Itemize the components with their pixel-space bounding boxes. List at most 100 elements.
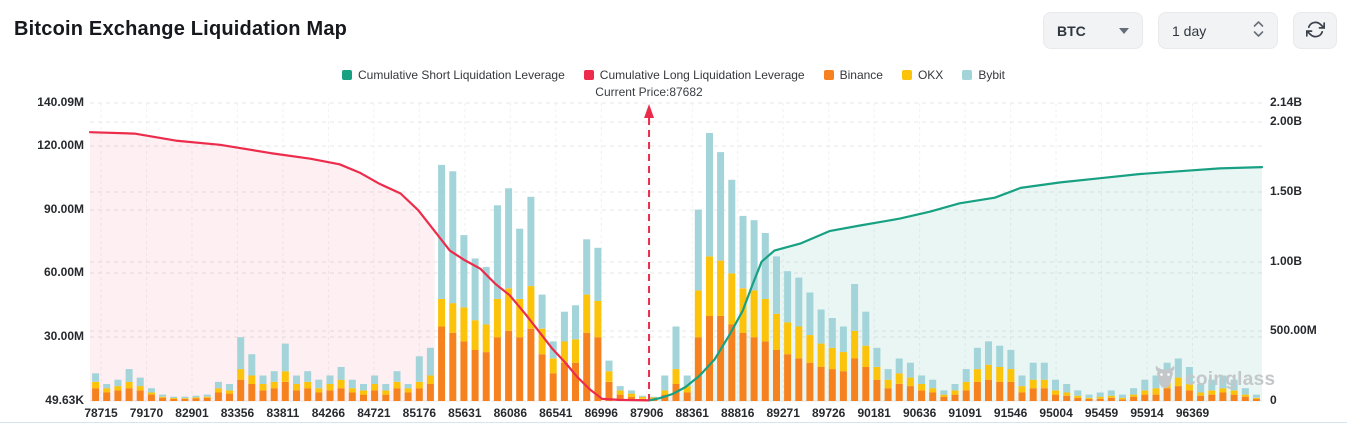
bar-segment-okx <box>248 375 256 384</box>
bar-segment-bybit <box>828 318 836 348</box>
bar-segment-binance <box>549 373 557 401</box>
bar-segment-binance <box>438 326 446 401</box>
bar-segment-okx <box>572 339 579 363</box>
bar-segment-binance <box>918 390 926 401</box>
bar-segment-okx <box>1163 379 1171 389</box>
y-axis-tick-right: 1.50B <box>1270 184 1303 199</box>
bar-segment-binance <box>839 371 847 401</box>
legend-label: Cumulative Long Liquidation Leverage <box>599 68 805 82</box>
legend-item-okx[interactable]: OKX <box>901 68 943 82</box>
bar-segment-bybit <box>348 379 356 389</box>
bar-segment-bybit <box>951 384 959 391</box>
bar-segment-bybit <box>560 311 568 342</box>
bar-segment-bybit <box>293 375 300 384</box>
bar-segment-bybit <box>594 247 602 301</box>
bar-segment-bybit <box>281 343 289 372</box>
legend-item-cumulative-short-liquidation-leverage[interactable]: Cumulative Short Liquidation Leverage <box>341 68 565 82</box>
legend-item-binance[interactable]: Binance <box>823 68 883 82</box>
bar-segment-okx <box>449 303 457 333</box>
bar-segment-bybit <box>962 369 970 382</box>
bar-segment-okx <box>795 326 803 359</box>
bar-segment-okx <box>583 294 591 333</box>
bar-segment-binance <box>784 354 792 401</box>
bar-segment-okx <box>326 384 334 391</box>
bar-segment-binance <box>1074 397 1082 401</box>
bar-segment-binance <box>1230 394 1238 401</box>
bar-segment-binance <box>1174 386 1182 401</box>
symbol-select[interactable]: BTC <box>1043 12 1143 49</box>
bar-segment-bybit <box>1208 379 1216 391</box>
bar-segment-okx <box>1119 397 1126 400</box>
y-axis-tick-left: 30.00M <box>43 329 84 344</box>
bar-segment-okx <box>1185 384 1193 391</box>
bar-segment-binance <box>906 386 914 401</box>
bar-segment-binance <box>940 396 948 401</box>
bar-segment-bybit <box>315 379 323 389</box>
bar-segment-binance <box>259 390 267 401</box>
bar-segment-bybit <box>449 171 457 304</box>
bar-segment-okx <box>1130 394 1138 397</box>
x-axis-tick: 88816 <box>721 406 755 420</box>
bar-segment-okx <box>985 364 992 380</box>
bar-segment-bybit <box>1085 394 1093 398</box>
bar-segment-okx <box>538 328 546 355</box>
bar-segment-okx <box>270 381 278 389</box>
bar-segment-binance <box>371 390 379 401</box>
bar-segment-okx <box>181 398 189 399</box>
x-axis-tick: 83811 <box>266 406 300 420</box>
bar-segment-bybit <box>1252 394 1260 398</box>
bar-segment-okx <box>639 396 646 399</box>
bar-segment-bybit <box>147 388 155 393</box>
x-axis-tick: 82901 <box>175 406 209 420</box>
refresh-icon <box>1305 20 1325 42</box>
bar-segment-binance <box>360 394 367 401</box>
x-axis-tick: 91091 <box>948 406 982 420</box>
bar-segment-bybit <box>527 196 535 287</box>
y-axis-tick-left: 49.63K <box>45 392 84 407</box>
bar-segment-okx <box>460 307 468 342</box>
bar-segment-bybit <box>248 354 256 376</box>
x-axis-tick: 90181 <box>857 406 891 420</box>
bar-segment-binance <box>795 358 803 401</box>
bar-segment-okx <box>650 397 658 400</box>
bar-segment-okx <box>873 367 881 380</box>
bar-segment-okx <box>192 397 200 399</box>
bar-segment-bybit <box>259 375 267 384</box>
interval-select[interactable]: 1 day <box>1158 12 1278 49</box>
bar-segment-okx <box>136 386 144 391</box>
bar-segment-bybit <box>438 164 446 299</box>
bar-segment-binance <box>237 379 245 401</box>
bar-segment-okx <box>996 367 1004 382</box>
bar-segment-binance <box>270 388 278 401</box>
bar-segment-okx <box>717 260 725 316</box>
bar-segment-bybit <box>505 188 513 289</box>
bar-segment-bybit <box>761 233 769 299</box>
legend-item-bybit[interactable]: Bybit <box>962 68 1005 82</box>
bar-segment-binance <box>572 362 579 401</box>
bar-segment-bybit <box>873 347 881 367</box>
bar-segment-okx <box>839 352 847 372</box>
bar-segment-binance <box>985 379 992 401</box>
bar-segment-bybit <box>382 384 390 391</box>
bar-segment-okx <box>103 388 111 393</box>
x-axis-tick: 89271 <box>766 406 800 420</box>
bar-segment-okx <box>393 381 401 389</box>
bar-segment-bybit <box>471 258 479 321</box>
chevron-down-icon <box>1119 27 1129 34</box>
y-axis-tick-right: 2.00B <box>1270 114 1303 129</box>
bar-segment-okx <box>516 298 524 338</box>
bar-segment-bybit <box>181 396 189 399</box>
bar-segment-binance <box>192 398 200 401</box>
legend-item-cumulative-long-liquidation-leverage[interactable]: Cumulative Long Liquidation Leverage <box>583 68 805 82</box>
bar-segment-bybit <box>103 384 111 389</box>
bar-segment-binance <box>962 390 970 401</box>
bar-segment-okx <box>1040 379 1048 389</box>
bar-segment-bybit <box>929 379 937 389</box>
bar-segment-binance <box>750 337 758 401</box>
bar-segment-okx <box>929 388 937 393</box>
bar-segment-okx <box>1252 397 1260 399</box>
bar-segment-bybit <box>795 277 803 327</box>
cumulative-long-area <box>90 132 435 401</box>
bar-segment-bybit <box>1029 362 1037 380</box>
refresh-button[interactable] <box>1293 12 1337 49</box>
